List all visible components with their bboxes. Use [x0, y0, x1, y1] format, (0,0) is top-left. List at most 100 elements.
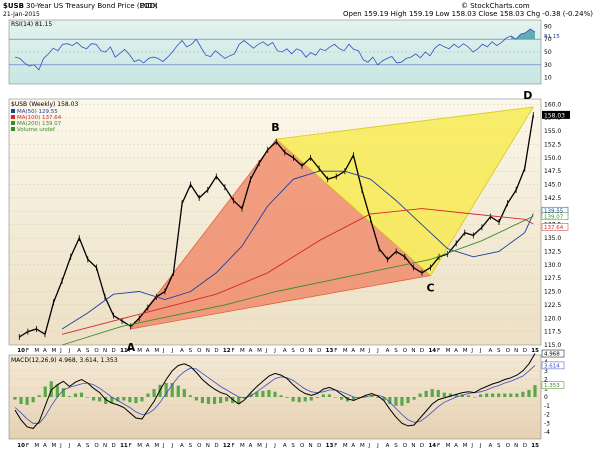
month-tick-label: J — [265, 348, 268, 354]
macd-histogram-bar — [188, 395, 192, 397]
month-tick-label: A — [454, 443, 458, 449]
month-tick-label: N — [206, 443, 210, 449]
month-tick-label: J — [376, 348, 379, 354]
chart-date: 21-Jan-2015 — [3, 11, 40, 18]
macd-histogram-bar — [454, 394, 458, 397]
macd-histogram-bar — [255, 391, 259, 397]
price-tick-label: 125.0 — [544, 289, 561, 296]
month-tick-label: J — [368, 348, 371, 354]
macd-histogram-bar — [297, 397, 301, 403]
month-tick-label: A — [77, 443, 81, 449]
month-tick-label: S — [291, 443, 295, 449]
month-tick-label: A — [454, 348, 458, 354]
macd-tick-label: 0 — [544, 394, 548, 401]
macd-histogram-bar — [388, 397, 392, 404]
month-tick-label: A — [386, 443, 390, 449]
month-tick-label: O — [506, 348, 511, 354]
macd-histogram-bar — [503, 393, 507, 397]
macd-histogram-bar — [472, 397, 477, 398]
macd-histogram-bar — [110, 397, 114, 404]
month-tick-label: M — [360, 348, 365, 354]
month-tick-label: F — [129, 443, 132, 449]
price-tick-label: 160.0 — [544, 101, 561, 108]
month-tick-label: A — [283, 443, 287, 449]
macd-histogram-bar — [418, 393, 422, 397]
ma-series-line — [61, 208, 534, 335]
ma-tag-bg — [541, 212, 569, 221]
macd-histogram-bar — [152, 389, 156, 397]
month-tick-label: J — [265, 443, 268, 449]
macd-tick-label: 2 — [544, 377, 548, 384]
month-tick-label: M — [154, 348, 159, 354]
macd-histogram-bar — [19, 397, 23, 404]
month-tick-label: J — [368, 443, 371, 449]
month-tick-label: M — [34, 443, 39, 449]
macd-histogram-bar — [315, 397, 319, 398]
month-tick-label: F — [26, 443, 29, 449]
macd-histogram-bar — [13, 397, 17, 400]
macd-last-value: 4.968 — [544, 352, 560, 358]
ma-tag: 137.64 — [544, 225, 564, 231]
ohlc-summary: Open 159.19 High 159.19 Low 158.03 Close… — [343, 10, 593, 18]
rsi-axis: 90 70 50 30 10 81.15 — [544, 23, 560, 81]
year-tick-label: 12 — [223, 348, 231, 354]
macd-histogram-bar — [442, 392, 446, 397]
last-price-tag-bg — [542, 110, 570, 119]
macd-histogram-bar — [140, 397, 144, 402]
month-tick-label: M — [446, 443, 451, 449]
month-tick-label: D — [523, 348, 527, 354]
month-tick-label: J — [470, 348, 473, 354]
month-tick-label: F — [437, 443, 440, 449]
rsi-line — [14, 28, 536, 71]
macd-histogram-bar — [364, 395, 368, 397]
year-tick-label: 15 — [531, 348, 539, 354]
year-tick-label: 12 — [223, 443, 231, 449]
macd-histogram-bar — [424, 390, 428, 397]
month-tick-label: J — [170, 443, 173, 449]
month-tick-label: O — [197, 443, 202, 449]
year-tick-label: 11 — [120, 443, 128, 449]
macd-histogram-bar — [497, 393, 501, 397]
pattern-point-label: B — [271, 121, 279, 134]
month-tick-label: N — [411, 443, 415, 449]
price-tick-label: 135.0 — [544, 235, 561, 242]
month-tick-label: N — [514, 443, 518, 449]
month-tick-label: O — [403, 348, 408, 354]
month-tick-label: O — [94, 348, 99, 354]
rsi-label: RSI(14) 81.15 — [11, 21, 52, 28]
macd-tick-label: -4 — [544, 429, 550, 436]
price-title: $USB (Weekly) 158.03 — [11, 101, 78, 108]
rsi-tick-label: 90 — [544, 23, 552, 30]
price-tick-label: 150.0 — [544, 155, 561, 162]
macd-histogram-bar — [273, 391, 277, 397]
macd-histogram-bar — [25, 397, 29, 405]
month-tick-label: M — [463, 348, 468, 354]
price-tick-label: 127.5 — [544, 275, 561, 282]
macd-line — [14, 353, 536, 430]
month-tick-label: J — [59, 348, 62, 354]
macd-histogram-bar — [321, 394, 325, 397]
macd-histogram-bar — [170, 383, 174, 397]
macd-histogram-bar — [509, 393, 513, 397]
month-tick-label: A — [43, 348, 47, 354]
month-tick-label: J — [376, 443, 379, 449]
macd-histogram-bar — [358, 397, 362, 398]
macd-signal-line — [14, 365, 536, 424]
month-tick-label: M — [52, 443, 57, 449]
month-tick-label: O — [94, 443, 99, 449]
month-tick-label: F — [231, 348, 234, 354]
price-tick-label: 147.5 — [544, 168, 561, 175]
month-tick-label: J — [273, 443, 276, 449]
month-tick-label: A — [249, 443, 253, 449]
month-tick-label: J — [162, 443, 165, 449]
month-tick-label: M — [137, 348, 142, 354]
month-tick-label: S — [497, 443, 501, 449]
month-tick-label: D — [214, 443, 218, 449]
macd-histogram-bar — [98, 397, 102, 402]
month-tick-label: F — [334, 443, 337, 449]
month-tick-label: A — [180, 348, 184, 354]
month-tick-label: M — [240, 443, 245, 449]
year-tick-label: 15 — [531, 443, 539, 449]
month-tick-label: O — [403, 443, 408, 449]
